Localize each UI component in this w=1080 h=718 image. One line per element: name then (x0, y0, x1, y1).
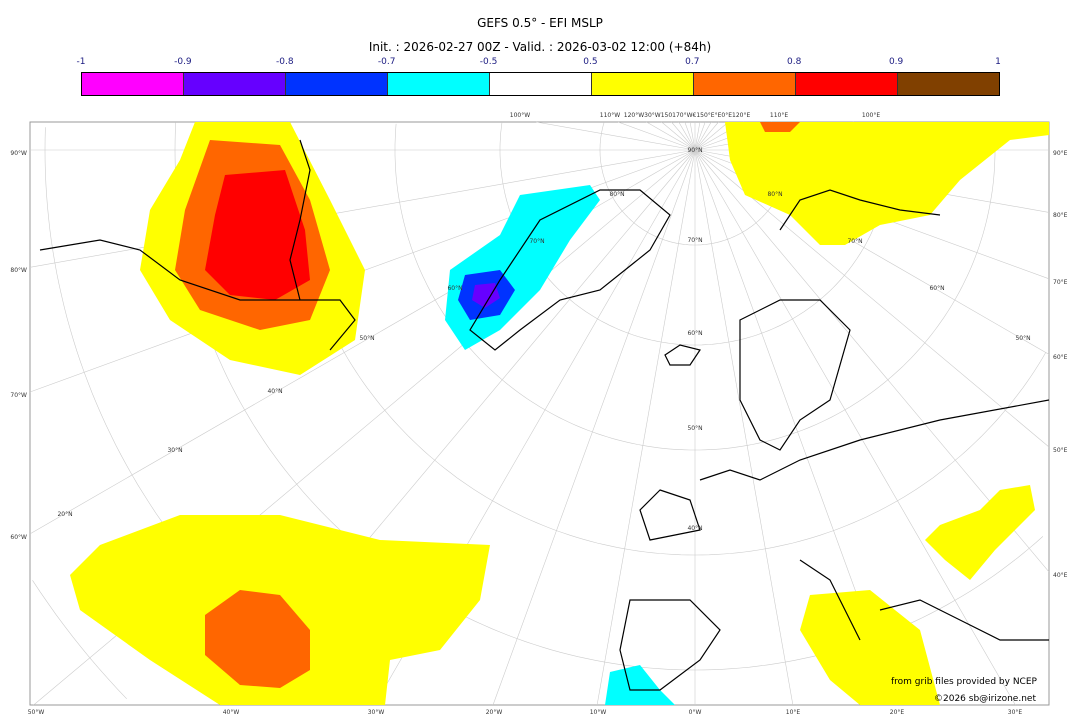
meridian-line (671, 121, 696, 151)
meridian-line (694, 121, 719, 151)
axis-label: 80°N (609, 191, 624, 198)
latitude-circle (32, 580, 127, 700)
efi-fields (70, 122, 1049, 705)
meridian-line (689, 121, 696, 151)
colorbar-tick: 0.9 (888, 57, 904, 67)
colorbar-segment (82, 73, 184, 95)
axis-label: 50°W (28, 709, 45, 716)
axis-label: 0°W (689, 709, 702, 716)
axis-label: 30°W (368, 709, 385, 716)
colorbar-segment (898, 73, 999, 95)
graticule-labels: 90°W 80°W 70°W 60°W 90°E 80°E 70°E 60°E 50°E 40°E… (10, 112, 1067, 716)
axis-label: 70°E (1053, 279, 1068, 286)
colorbar-segment (694, 73, 796, 95)
axis-label: 60°E (1053, 354, 1068, 361)
efi-area-cyan-iberia (605, 665, 675, 705)
axis-label: 20°E (890, 709, 905, 716)
axis-label: 30°N (167, 447, 182, 454)
axis-label: 40°N (687, 525, 702, 532)
axis-label: 40°E (1053, 572, 1068, 579)
chart-subtitle: Init. : 2026-02-27 00Z - Valid. : 2026-0… (368, 40, 712, 54)
axis-label: 60°N (687, 330, 702, 337)
axis-label: 90°N (687, 147, 702, 154)
colorbar-tick: -0.7 (377, 57, 396, 67)
axis-label: 70°N (847, 238, 862, 245)
colorbar-segment (286, 73, 388, 95)
axis-label: 50°E (1053, 447, 1068, 454)
axis-label: 20°W (486, 709, 503, 716)
meridian-line (694, 149, 1016, 706)
meridian-line (684, 121, 696, 151)
axis-label: 30°E (1008, 709, 1023, 716)
axis-label: 90°W (10, 150, 27, 157)
meridian-line (694, 149, 794, 706)
efi-area-purple (472, 283, 500, 308)
axis-label: 50°N (687, 425, 702, 432)
efi-area-orange-ne (760, 122, 800, 132)
meridian-line (678, 121, 696, 151)
colorbar-segment (796, 73, 898, 95)
colorbar-tick: 0.5 (583, 57, 598, 67)
axis-label: 110°E (770, 112, 788, 119)
axis-label: 70°N (529, 238, 544, 245)
colorbar-tick: -0.8 (275, 57, 294, 67)
colorbar-segment (184, 73, 286, 95)
colorbar-tick: -0.5 (479, 57, 498, 67)
meridian-line (617, 121, 696, 151)
axis-label: 110°W (600, 112, 620, 119)
chart-title: GEFS 0.5° - EFI MSLP (477, 16, 603, 30)
meridian-line (694, 121, 729, 151)
axis-label: 90°E (1053, 150, 1068, 157)
axis-label: 50°N (1015, 335, 1030, 342)
colorbar-tick: 1 (995, 57, 1001, 67)
axis-label: 60°N (929, 285, 944, 292)
meridian-line (646, 121, 696, 151)
efi-area-yellow-ne (725, 122, 1049, 245)
meridian-line (694, 121, 706, 151)
axis-label: 70°W (10, 392, 27, 399)
meridian-line (694, 121, 701, 151)
axis-label: 120°W30°W150170°W€150°E°E0°E120°E (624, 112, 751, 119)
colorbar-segment (388, 73, 490, 95)
axis-label: 40°W (223, 709, 240, 716)
axis-label: 100°E (862, 112, 880, 119)
colorbar-tick: 0.7 (685, 57, 700, 67)
efi-area-yellow-bs (925, 485, 1035, 580)
colorbar (81, 72, 1000, 96)
axis-label: 10°W (590, 709, 607, 716)
meridian-line (492, 149, 696, 706)
meridian-line (29, 149, 696, 268)
axis-label: 80°E (1053, 212, 1068, 219)
efi-area-yellow-med (800, 590, 940, 705)
meridian-line (694, 121, 712, 151)
axis-label: 20°N (57, 511, 72, 518)
colorbar-tick: -1 (76, 57, 86, 67)
axis-label: 70°N (687, 237, 702, 244)
meridian-line (694, 149, 1050, 448)
meridian-line (661, 121, 696, 151)
axis-label: 100°W (510, 112, 530, 119)
axis-label: 10°E (786, 709, 801, 716)
colorbar-segment (490, 73, 592, 95)
axis-label: 80°W (10, 267, 27, 274)
axis-label: 60°W (10, 534, 27, 541)
coastlines (39, 139, 1049, 691)
credit-copyright: ©2026 sb@irizone.net (934, 694, 1036, 704)
credit-source: from grib files provided by NCEP (891, 677, 1038, 687)
axis-label: 40°N (267, 388, 282, 395)
axis-label: 80°N (767, 191, 782, 198)
axis-label: 50°N (359, 335, 374, 342)
efi-area-orange-sw (205, 590, 310, 688)
efi-area-red (205, 170, 310, 300)
colorbar-segment (592, 73, 694, 95)
meridian-line (536, 121, 696, 151)
meridian-line (596, 149, 696, 706)
axis-label: 60°N (447, 285, 462, 292)
colorbar-tick: 0.8 (787, 57, 802, 67)
colorbar-tick: -0.9 (174, 57, 192, 67)
